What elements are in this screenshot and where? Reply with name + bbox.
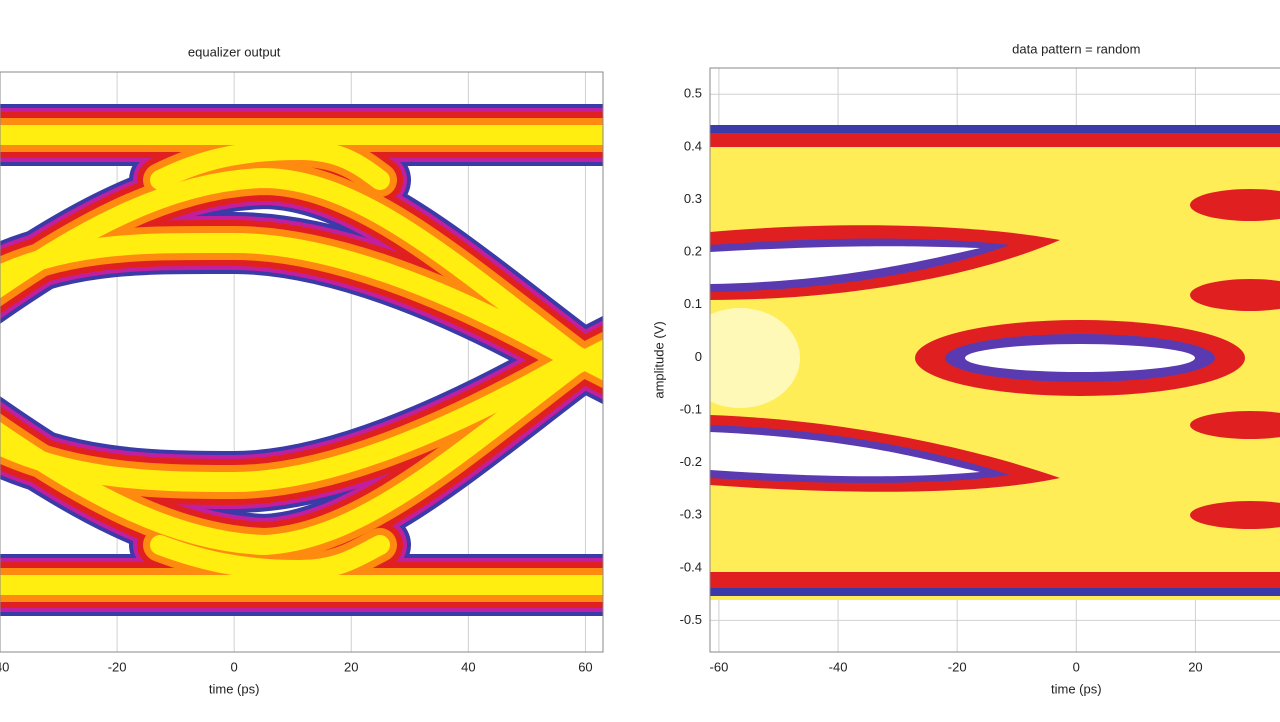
- x-tick-label: -60: [710, 659, 729, 674]
- y-tick-label: -0.4: [680, 559, 702, 574]
- plot-frame: [709, 67, 1280, 653]
- y-tick-label: 0.2: [684, 244, 702, 259]
- x-tick-label: 20: [344, 659, 358, 674]
- y-tick-label: -0.5: [680, 612, 702, 627]
- x-tick-label: -20: [948, 659, 967, 674]
- x-tick-label: 60: [578, 659, 592, 674]
- eye-traces: [0, 135, 620, 585]
- y-tick-label: -0.2: [680, 454, 702, 469]
- chart-right: [709, 67, 1280, 653]
- y-tick-label: 0: [695, 349, 702, 364]
- chart-title: equalizer output: [188, 44, 281, 59]
- chart-left: [0, 71, 620, 653]
- y-tick-label: -0.3: [680, 507, 702, 522]
- x-tick-label: -20: [108, 659, 127, 674]
- y-tick-label: 0.5: [684, 86, 702, 101]
- x-tick-label: -40: [0, 659, 9, 674]
- y-tick-label: 0.3: [684, 191, 702, 206]
- y-tick-label: 0.1: [684, 296, 702, 311]
- x-tick-label: -40: [829, 659, 848, 674]
- x-axis-label: time (ps): [209, 681, 260, 696]
- x-tick-label: 40: [461, 659, 475, 674]
- x-tick-label: 0: [231, 659, 238, 674]
- plot-frame: [0, 71, 604, 653]
- chart-title: data pattern = random: [1012, 41, 1140, 56]
- y-tick-label: -0.1: [680, 401, 702, 416]
- x-axis-label: time (ps): [1051, 681, 1102, 696]
- x-tick-label: 0: [1073, 659, 1080, 674]
- x-tick-label: 20: [1188, 659, 1202, 674]
- y-axis-label: amplitude (V): [651, 321, 666, 398]
- y-tick-label: 0.4: [684, 138, 702, 153]
- eye-density: [710, 125, 1280, 600]
